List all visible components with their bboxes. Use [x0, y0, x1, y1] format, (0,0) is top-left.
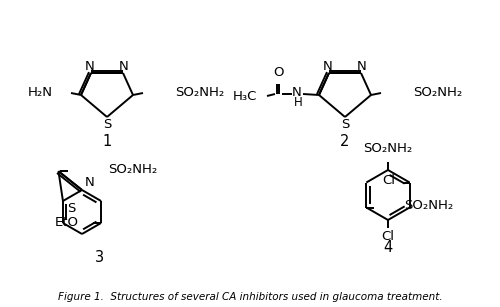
Text: S: S: [67, 201, 75, 215]
Text: 3: 3: [96, 250, 104, 265]
Text: SO₂NH₂: SO₂NH₂: [364, 142, 412, 154]
Text: SO₂NH₂: SO₂NH₂: [413, 86, 462, 99]
Text: SO₂NH₂: SO₂NH₂: [404, 199, 454, 212]
Text: N: N: [292, 87, 302, 99]
Text: S: S: [341, 119, 349, 131]
Text: 1: 1: [102, 134, 112, 150]
Text: Figure 1.  Structures of several CA inhibitors used in glaucoma treatment.: Figure 1. Structures of several CA inhib…: [58, 292, 442, 302]
Text: N: N: [357, 60, 367, 72]
Text: SO₂NH₂: SO₂NH₂: [108, 163, 158, 176]
Text: N: N: [323, 60, 333, 72]
Text: H₃C: H₃C: [232, 91, 257, 103]
Text: N: N: [85, 60, 95, 72]
Text: Cl: Cl: [382, 174, 396, 187]
Text: H: H: [294, 95, 302, 108]
Text: 2: 2: [340, 134, 349, 150]
Text: SO₂NH₂: SO₂NH₂: [175, 86, 224, 99]
Text: O: O: [273, 67, 283, 80]
Text: Cl: Cl: [382, 230, 394, 243]
Text: N: N: [85, 177, 95, 189]
Text: N: N: [119, 60, 129, 72]
Text: H₂N: H₂N: [28, 86, 53, 99]
Text: S: S: [103, 119, 111, 131]
Text: EtO: EtO: [55, 216, 79, 228]
Text: 4: 4: [384, 239, 392, 255]
